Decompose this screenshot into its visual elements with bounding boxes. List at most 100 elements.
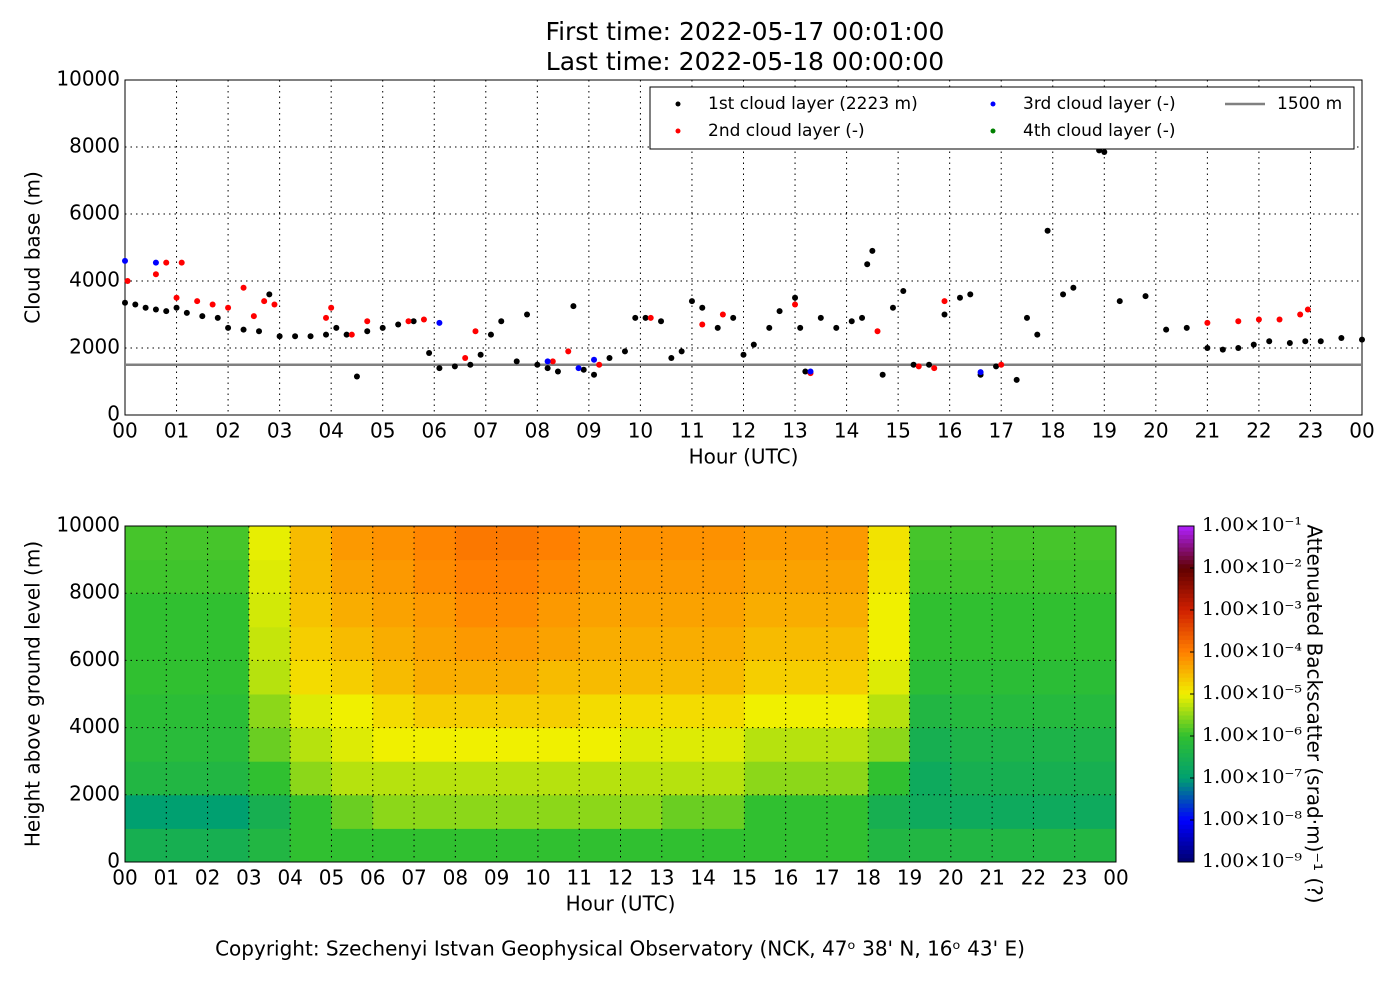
cloud-point: [1338, 334, 1345, 341]
heat-cell: [125, 660, 167, 695]
colorbar-segment: [1178, 589, 1194, 594]
cloud-point: [271, 301, 278, 308]
heat-cell: [950, 794, 993, 829]
cloud-point: [1219, 346, 1226, 353]
cloud-point: [1297, 311, 1304, 318]
cloud-point: [730, 314, 737, 321]
heat-cell: [290, 626, 332, 661]
heat-cell: [166, 794, 209, 829]
x-tick-label: 16: [937, 419, 962, 443]
colorbar-segment: [1178, 647, 1194, 653]
colorbar-segment: [1178, 790, 1194, 796]
x-tick-label: 06: [360, 866, 385, 890]
x-tick-label: 14: [834, 419, 859, 443]
x-axis-label: Hour (UTC): [566, 892, 676, 916]
cloud-point: [591, 371, 598, 378]
cloud-point: [323, 314, 330, 321]
heat-cell: [248, 727, 291, 762]
heat-cell: [909, 626, 952, 661]
heat-cell: [579, 593, 621, 628]
cloud-point: [173, 304, 180, 311]
x-tick-label: 22: [1246, 419, 1271, 443]
colorbar-segment: [1178, 773, 1194, 779]
cloud-point: [621, 348, 628, 355]
heat-cell: [455, 694, 498, 729]
axes-frame: [124, 79, 1363, 416]
heat-cell: [537, 593, 580, 628]
heat-cell: [744, 828, 787, 863]
heat-cell: [661, 626, 704, 661]
cloud-point: [1304, 306, 1311, 313]
heat-cell: [909, 593, 952, 628]
heat-cell: [661, 593, 704, 628]
x-tick-label: 05: [319, 866, 344, 890]
heat-cell: [331, 660, 374, 695]
heat-cell: [909, 559, 952, 594]
heat-cell: [661, 694, 704, 729]
heat-cell: [1074, 593, 1117, 628]
cloud-point: [467, 361, 474, 368]
heat-cell: [248, 593, 291, 628]
cloud-point: [426, 350, 433, 357]
legend-label: 1st cloud layer (2223 m): [708, 94, 918, 114]
heat-cell: [909, 761, 952, 796]
heat-cell: [372, 593, 415, 628]
colorbar-segment: [1178, 799, 1194, 804]
cloud-point: [941, 311, 948, 318]
heat-cell: [537, 828, 580, 863]
colorbar-segment: [1178, 832, 1194, 838]
cloud-point: [152, 306, 159, 313]
heat-cell: [868, 694, 911, 729]
colorbar-segment: [1178, 845, 1194, 850]
cloud-point: [977, 369, 984, 376]
heat-cell: [414, 828, 456, 863]
colorbar-segment: [1178, 538, 1194, 544]
heat-cell: [455, 727, 498, 762]
heat-cell: [1033, 727, 1076, 762]
heat-cell: [1033, 593, 1076, 628]
heat-cell: [579, 694, 621, 729]
cloud-point: [173, 294, 180, 301]
cloud-point: [1317, 338, 1324, 345]
heat-cell: [703, 727, 745, 762]
cloud-point: [591, 356, 598, 363]
cloud-point: [498, 318, 505, 325]
cloud-point: [451, 363, 458, 370]
heat-cell: [826, 761, 869, 796]
colorbar-segment: [1178, 765, 1194, 771]
colorbar-segment: [1178, 681, 1194, 687]
title-line: Last time: 2022-05-18 00:00:00: [546, 47, 944, 76]
heat-cell: [620, 626, 663, 661]
heat-cell: [455, 626, 498, 661]
x-tick-label: 20: [1143, 419, 1168, 443]
cloud-point: [565, 348, 572, 355]
heat-cell: [496, 694, 539, 729]
heat-cell: [537, 626, 580, 661]
colorbar-segment: [1178, 828, 1194, 834]
colorbar-segment: [1178, 803, 1194, 808]
heat-cell: [1074, 727, 1117, 762]
heat-cell: [537, 526, 580, 561]
heat-cell: [372, 761, 415, 796]
colorbar-segment: [1178, 673, 1194, 678]
title-line: First time: 2022-05-17 00:01:00: [546, 17, 945, 46]
heat-cell: [372, 559, 415, 594]
heat-cell: [620, 526, 663, 561]
colorbar-segment: [1178, 731, 1194, 737]
heat-cell: [950, 526, 993, 561]
colorbar-segment: [1178, 597, 1194, 603]
heat-cell: [950, 828, 993, 863]
heat-cell: [744, 694, 787, 729]
cloud-point: [544, 365, 551, 372]
heat-cell: [207, 694, 250, 729]
heat-cell: [537, 727, 580, 762]
colorbar-segment: [1178, 815, 1194, 821]
cloud-point: [792, 294, 799, 301]
cloud-point: [124, 278, 131, 284]
heat-cell: [744, 593, 787, 628]
colorbar-segment: [1178, 614, 1194, 619]
x-tick-label: 07: [473, 419, 498, 443]
x-tick-label: 15: [885, 419, 910, 443]
x-tick-label: 21: [979, 866, 1004, 890]
x-tick-label: 18: [856, 866, 881, 890]
